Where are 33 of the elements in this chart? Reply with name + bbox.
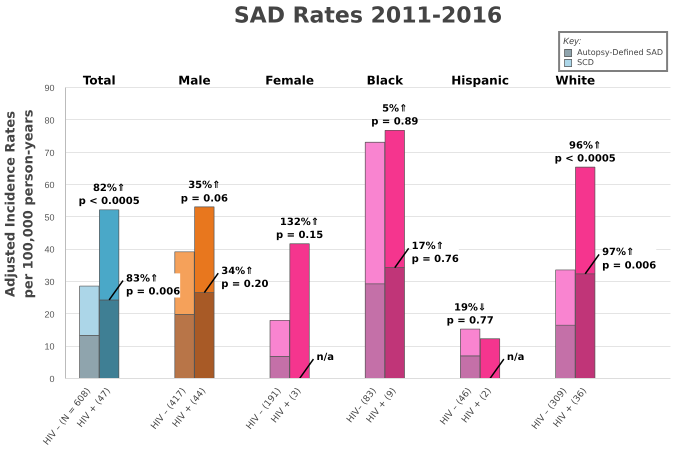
y-tick-label: 0 <box>49 374 55 384</box>
annotation: 96%⇑ p < 0.0005 <box>554 140 616 165</box>
y-tick-label: 30 <box>44 277 55 288</box>
y-tick-label: 70 <box>44 148 55 158</box>
y-axis-title: Adjusted Incidence Rates per 100,000 person-years <box>3 109 36 298</box>
y-tick-label: 80 <box>44 115 55 126</box>
legend-label: Autopsy-Defined SAD <box>577 48 663 57</box>
annotation: 5%⇑ p = 0.89 <box>371 104 418 128</box>
y-tick-label: 60 <box>44 180 55 190</box>
annotation: Total <box>82 74 116 88</box>
annotation: 34%⇑ p = 0.20 <box>221 266 268 290</box>
annotation: 97%⇑ p = 0.006 <box>602 247 656 272</box>
annotation: Male <box>178 74 211 88</box>
y-tick-label: 10 <box>44 342 55 352</box>
y-tick-label: 90 <box>44 83 55 94</box>
y-tick-label: 40 <box>44 244 55 255</box>
legend-label: SCD <box>577 58 595 67</box>
annotation: 17%⇑ p = 0.76 <box>412 241 459 266</box>
annotation: Female <box>265 74 314 88</box>
annotation: 132%⇑ p = 0.15 <box>276 216 324 242</box>
annotation: 83%⇑ p = 0.006 <box>126 273 180 298</box>
annotation: Hispanic <box>451 74 509 88</box>
legend-title: Key: <box>563 36 582 46</box>
annotation: 82%⇑ p < 0.0005 <box>78 183 140 208</box>
annotation: Black <box>366 74 404 88</box>
annotation: White <box>555 74 596 88</box>
chart-title: SAD Rates 2011-2016 <box>234 4 502 28</box>
y-tick-label: 20 <box>44 309 55 320</box>
annotation: 35%⇑ p = 0.06 <box>180 180 228 204</box>
y-tick-label: 50 <box>44 212 55 222</box>
annotation: 19%⇓ p = 0.77 <box>446 302 494 326</box>
annotation: n/a <box>506 352 524 363</box>
annotation: n/a <box>316 352 334 363</box>
